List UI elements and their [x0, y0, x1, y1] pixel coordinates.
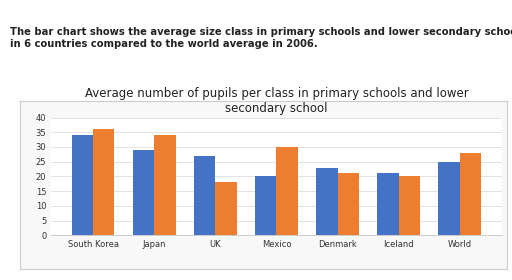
Bar: [154, 135, 176, 235]
Bar: [216, 182, 237, 235]
Bar: [377, 174, 399, 235]
Bar: [438, 162, 460, 235]
Bar: [72, 135, 93, 235]
Bar: [194, 156, 216, 235]
Bar: [337, 174, 359, 235]
Bar: [316, 167, 337, 235]
Title: Average number of pupils per class in primary schools and lower
secondary school: Average number of pupils per class in pr…: [84, 87, 468, 115]
Bar: [255, 176, 276, 235]
Bar: [399, 176, 420, 235]
Bar: [133, 150, 154, 235]
Bar: [276, 147, 298, 235]
Bar: [93, 129, 115, 235]
Text: in 6 countries compared to the world average in 2006.: in 6 countries compared to the world ave…: [10, 39, 318, 49]
Text: The bar chart shows the average size class in primary schools and lower secondar: The bar chart shows the average size cla…: [10, 27, 512, 37]
Bar: [460, 153, 481, 235]
